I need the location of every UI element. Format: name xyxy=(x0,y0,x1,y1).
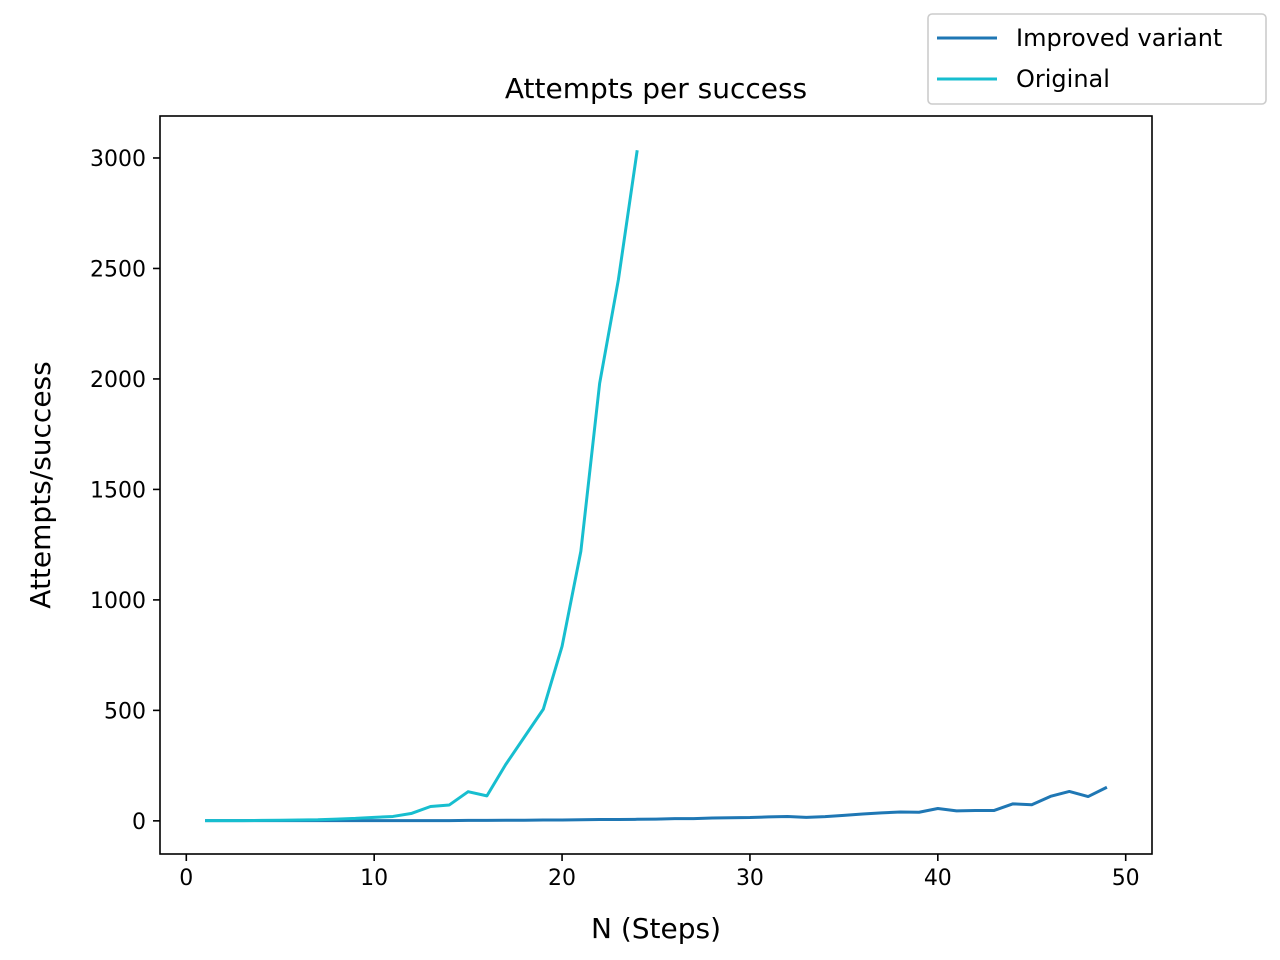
y-axis-label: Attempts/success xyxy=(24,361,57,608)
legend-label-improved-variant: Improved variant xyxy=(1016,24,1222,52)
y-tick-label-500: 500 xyxy=(104,699,146,724)
legend: Improved variant Original xyxy=(927,13,1267,105)
series-line-original xyxy=(205,150,639,823)
y-axis: 0 500 1000 1500 2000 2500 3000 xyxy=(90,147,160,835)
x-tick-label-50: 50 xyxy=(1112,866,1140,891)
legend-label-original: Original xyxy=(1016,65,1110,93)
x-tick-label-20: 20 xyxy=(548,866,576,891)
y-tick-label-2500: 2500 xyxy=(90,257,146,282)
y-tick-label-1500: 1500 xyxy=(90,478,146,503)
x-tick-label-30: 30 xyxy=(736,866,764,891)
series-layer xyxy=(205,150,1108,823)
y-tick-label-0: 0 xyxy=(132,810,146,835)
x-tick-label-10: 10 xyxy=(360,866,388,891)
y-tick-label-1000: 1000 xyxy=(90,589,146,614)
chart-title: Attempts per success xyxy=(505,72,807,105)
legend-box xyxy=(927,13,1267,105)
y-tick-label-2000: 2000 xyxy=(90,368,146,393)
plot-frame xyxy=(159,115,1153,855)
x-tick-label-40: 40 xyxy=(924,866,952,891)
x-axis-label: N (Steps) xyxy=(591,912,721,945)
series-line-improved-variant xyxy=(205,785,1108,823)
x-axis: 0 10 20 30 40 50 xyxy=(179,854,1140,891)
y-tick-label-3000: 3000 xyxy=(90,147,146,172)
x-tick-label-0: 0 xyxy=(179,866,193,891)
